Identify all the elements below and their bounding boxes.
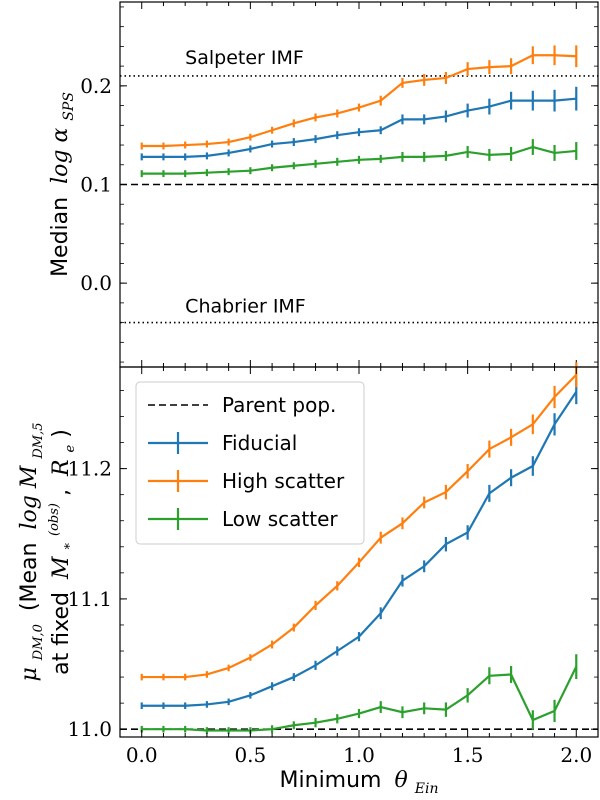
bot-ytick-label: 11.0 xyxy=(67,717,112,741)
top-ylabel-prefix: Median xyxy=(48,197,73,277)
salpeter-imf-label: Salpeter IMF xyxy=(185,47,304,69)
ylabel2-sup: (obs) xyxy=(47,503,62,536)
xlabel-prefix: Minimum xyxy=(280,768,382,793)
ylabel1-math2: log M xyxy=(17,465,42,529)
ylabel2-sub: * xyxy=(63,543,78,550)
top-ytick-label: 0.1 xyxy=(80,173,112,197)
bot-ytick-label: 11.2 xyxy=(67,457,112,481)
xtick-label: 0.5 xyxy=(234,743,266,767)
xtick-label: 0.0 xyxy=(126,743,158,767)
ylabel2-close: ) xyxy=(49,429,74,438)
ylabel2-math2: R xyxy=(49,459,74,477)
ylabel1-text: (Mean xyxy=(17,543,42,612)
bottom-y-axis-label-line1: μ DM,0 (Mean log M DM,5 xyxy=(17,422,48,681)
xtick-label: 1.0 xyxy=(343,743,375,767)
top-ytick-label: 0.0 xyxy=(80,271,112,295)
ylabel1-mu-sub: DM,0 xyxy=(31,624,46,661)
bottom-axes-frame xyxy=(119,366,599,738)
top-ticks: 0.0 0.1 0.2 xyxy=(80,2,598,367)
chabrier-imf-label: Chabrier IMF xyxy=(185,296,306,318)
legend-label: Parent pop. xyxy=(222,393,336,417)
ylabel2-sub2: e xyxy=(63,444,78,452)
bottom-ticks: 11.0 11.1 11.2 0.0 0.5 1.0 1.5 2.0 xyxy=(67,367,598,767)
legend-label: High scatter xyxy=(222,469,345,493)
legend-label: Fiducial xyxy=(222,431,297,455)
top-ytick-label: 0.2 xyxy=(80,74,112,98)
bottom-series xyxy=(140,362,578,734)
xtick-label: 2.0 xyxy=(560,743,592,767)
bot-ytick-label: 11.1 xyxy=(67,587,112,611)
legend-box xyxy=(135,381,365,545)
legend: Parent pop. Fiducial High scatter Low scatt… xyxy=(135,381,365,545)
ylabel2-math: M xyxy=(49,556,74,580)
bottom-y-axis-label-line2: at fixed M * (obs) , R e ) xyxy=(39,429,80,675)
bottom-panel: 11.0 11.1 11.2 0.0 0.5 1.0 1.5 2.0 Parent pop. F… xyxy=(17,362,599,797)
top-reference-lines xyxy=(120,75,598,324)
top-y-axis-label: Median log α SPS xyxy=(48,92,77,277)
x-axis-label: Minimum θ Ein xyxy=(280,768,439,797)
ylabel1-mu: μ xyxy=(17,667,42,681)
top-ylabel-math: log α xyxy=(48,128,73,184)
legend-label: Low scatter xyxy=(222,507,338,531)
top-panel: 0.00.10.2 Median log α SPS Salpeter IMF … xyxy=(48,1,599,368)
ylabel2-comma: , xyxy=(49,489,74,496)
xtick-label: 1.5 xyxy=(452,743,484,767)
top-ylabel-sub: SPS xyxy=(61,92,77,121)
xlabel-math: θ xyxy=(395,768,408,793)
xlabel-sub: Ein xyxy=(414,781,439,797)
ylabel1-sub2: DM,5 xyxy=(31,422,46,459)
top-series xyxy=(140,45,578,178)
ylabel2-text: at fixed xyxy=(49,592,74,675)
